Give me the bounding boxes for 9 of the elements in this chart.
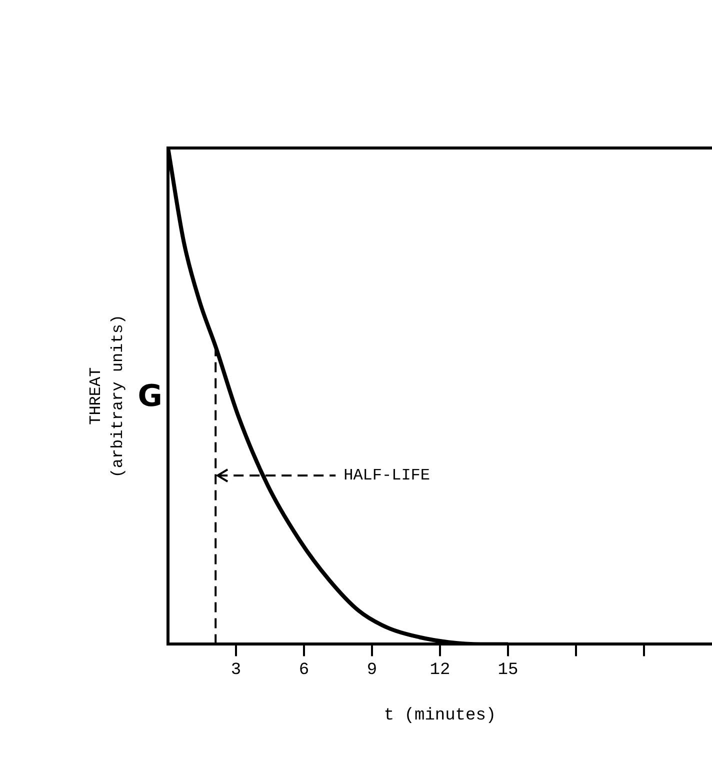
x-tick-label: 15 (498, 660, 518, 680)
text: G (138, 379, 162, 414)
x-tick-label: 6 (298, 660, 310, 680)
annotation: HALF-LIFE (344, 466, 430, 485)
x-tick-label: 9 (366, 660, 378, 680)
x-tick-label: 12 (430, 660, 450, 680)
y-axis-title: THREAT (arbitrary units) (87, 314, 127, 478)
x-axis-title: t (minutes) (384, 706, 496, 726)
x-tick-label: 3 (230, 660, 242, 680)
